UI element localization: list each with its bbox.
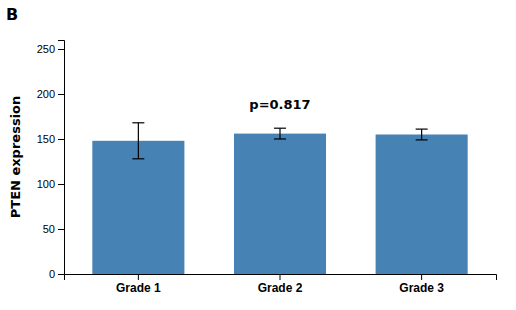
- chart: 0 50 100 150 200 250 Grade 1 Grade 2 Grade 3 p=0.…: [0, 0, 516, 310]
- y-tick: 0: [49, 268, 64, 280]
- error-bar-cap: [274, 138, 286, 139]
- x-axis: Grade 1 Grade 2 Grade 3: [65, 274, 497, 295]
- annotation: p=0.817: [249, 97, 310, 112]
- y-tick-label: 150: [37, 133, 55, 145]
- error-bar-cap: [274, 128, 286, 129]
- x-axis-line: [65, 275, 497, 281]
- y-tick-mark: [58, 49, 64, 50]
- error-bar-stem: [421, 129, 422, 140]
- y-axis: 0 50 100 150 200 250: [37, 41, 65, 281]
- bar: [92, 141, 184, 274]
- y-tick: 150: [37, 133, 64, 145]
- x-tick-mark: [421, 274, 422, 280]
- y-tick-mark: [58, 184, 64, 185]
- x-tick-label: Grade 1: [116, 281, 161, 295]
- y-tick: 250: [37, 43, 64, 55]
- x-tick: Grade 1: [116, 274, 161, 295]
- error-bar: [132, 123, 144, 159]
- bar: [234, 134, 326, 274]
- y-tick-mark: [58, 229, 64, 230]
- x-tick-label: Grade 2: [258, 281, 303, 295]
- x-tick: Grade 2: [258, 274, 303, 295]
- y-tick: 50: [43, 223, 64, 235]
- x-tick: Grade 3: [399, 274, 444, 295]
- y-axis-title: PTEN expression: [8, 96, 23, 219]
- plot: 0 50 100 150 200 250 Grade 1 Grade 2 Grade 3 p=0.…: [37, 41, 497, 295]
- title: B: [6, 5, 18, 24]
- error-bar-cap: [132, 122, 144, 123]
- y-tick-label: 250: [37, 43, 55, 55]
- y-tick-mark: [58, 274, 64, 275]
- y-axis-line: [58, 41, 65, 275]
- error-bar-stem: [138, 123, 139, 159]
- y-tick: 100: [37, 178, 64, 190]
- y-tick-label: 0: [49, 268, 55, 280]
- error-bar: [416, 129, 428, 140]
- error-bar: [274, 128, 286, 139]
- error-bar-cap: [132, 158, 144, 159]
- marks: [92, 123, 467, 274]
- y-tick-mark: [58, 139, 64, 140]
- y-tick: 200: [37, 88, 64, 100]
- y-tick-label: 200: [37, 88, 55, 100]
- x-tick-mark: [280, 274, 281, 280]
- y-tick-label: 100: [37, 178, 55, 190]
- x-tick-mark: [138, 274, 139, 280]
- bar: [376, 135, 468, 275]
- y-tick-label: 50: [43, 223, 55, 235]
- error-bar-cap: [416, 129, 428, 130]
- x-tick-label: Grade 3: [399, 281, 444, 295]
- error-bar-stem: [279, 128, 280, 139]
- error-bar-cap: [416, 139, 428, 140]
- y-tick-mark: [58, 94, 64, 95]
